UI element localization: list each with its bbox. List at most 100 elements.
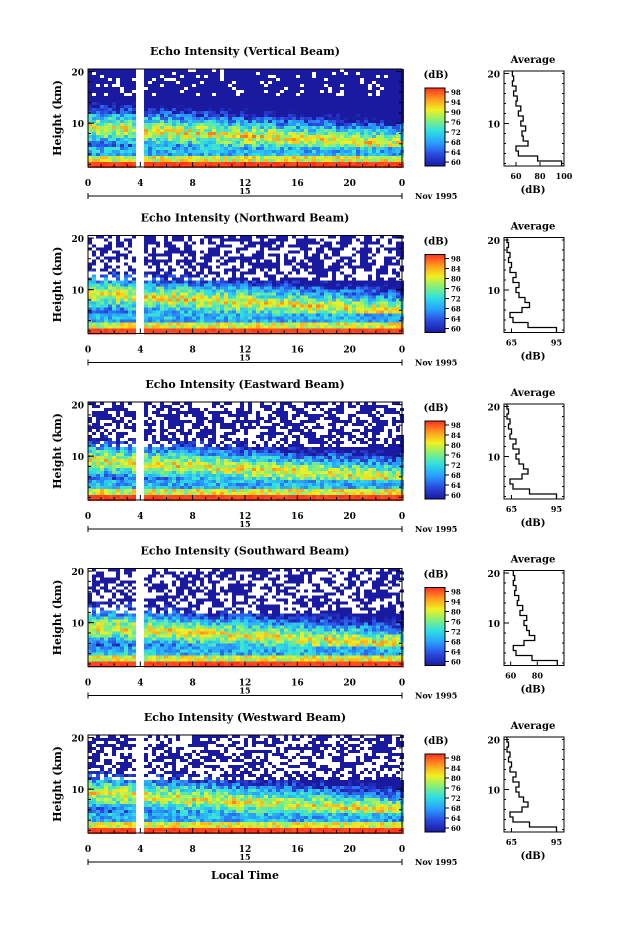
- heatmap-cell: [280, 280, 284, 284]
- heatmap-cell: [124, 238, 128, 242]
- heatmap-cell: [208, 256, 212, 260]
- heatmap-cell: [216, 307, 220, 311]
- heatmap-cell: [276, 295, 280, 299]
- heatmap-cell: [360, 117, 364, 120]
- heatmap-cell: [180, 298, 184, 302]
- heatmap-cell: [148, 96, 152, 99]
- heatmap-cell: [112, 408, 116, 411]
- heatmap-cell: [316, 87, 320, 90]
- heatmap-cell: [224, 408, 228, 411]
- heatmap-cell: [388, 99, 392, 102]
- heatmap-cell: [308, 123, 312, 126]
- heatmap-cell: [392, 75, 396, 78]
- heatmap-cell: [336, 132, 340, 135]
- heatmap-cell: [188, 117, 192, 120]
- heatmap-cell: [184, 144, 188, 147]
- heatmap-cell: [204, 129, 208, 132]
- heatmap-cell: [116, 96, 120, 99]
- heatmap-cell: [168, 159, 172, 162]
- heatmap-cell: [224, 141, 228, 144]
- heatmap-cell: [96, 147, 100, 150]
- heatmap-cell: [252, 159, 256, 162]
- heatmap-cell: [300, 159, 304, 162]
- heatmap-cell: [284, 301, 288, 305]
- heatmap-cell: [284, 96, 288, 99]
- heatmap-cell: [164, 298, 168, 302]
- heatmap-cell: [380, 93, 384, 96]
- heatmap-cell: [232, 235, 236, 239]
- heatmap-cell: [216, 247, 220, 251]
- heatmap-cell: [280, 156, 284, 159]
- heatmap-cell: [364, 328, 368, 332]
- heatmap-cell: [380, 105, 384, 108]
- heatmap-cell: [280, 135, 284, 138]
- heatmap-cell: [244, 78, 248, 81]
- heatmap-cell: [180, 286, 184, 290]
- heatmap-cell: [256, 298, 260, 302]
- heatmap-cell: [184, 141, 188, 144]
- heatmap-cell: [172, 235, 176, 239]
- heatmap-cell: [176, 147, 180, 150]
- heatmap-cell: [160, 93, 164, 96]
- heatmap-cell: [264, 304, 268, 308]
- heatmap-cell: [292, 93, 296, 96]
- heatmap-cell: [196, 292, 200, 296]
- heatmap-cell: [220, 405, 224, 408]
- heatmap-cell: [300, 93, 304, 96]
- heatmap-cell: [120, 135, 124, 138]
- heatmap-cell: [340, 322, 344, 326]
- heatmap-cell: [108, 90, 112, 93]
- heatmap-cell: [288, 81, 292, 84]
- heatmap-cell: [208, 102, 212, 105]
- heatmap-cell: [300, 138, 304, 141]
- heatmap-cell: [284, 307, 288, 311]
- heatmap-cell: [156, 411, 160, 414]
- heatmap-cell: [328, 256, 332, 260]
- heatmap-cell: [396, 99, 400, 102]
- heatmap-cell: [300, 408, 304, 411]
- heatmap-cell: [368, 405, 372, 408]
- heatmap-cell: [372, 262, 376, 266]
- heatmap-cell: [188, 135, 192, 138]
- heatmap-cell: [204, 316, 208, 320]
- heatmap-cell: [228, 316, 232, 320]
- heatmap-cell: [336, 265, 340, 269]
- heatmap-cell: [240, 111, 244, 114]
- heatmap-cell: [236, 132, 240, 135]
- heatmap-cell: [100, 414, 104, 417]
- heatmap-cell: [116, 313, 120, 317]
- heatmap-cell: [176, 414, 180, 417]
- heatmap-cell: [228, 322, 232, 326]
- heatmap-cell: [396, 295, 400, 299]
- heatmap-cell: [296, 78, 300, 81]
- heatmap-cell: [144, 328, 148, 332]
- heatmap-cell: [372, 87, 376, 90]
- heatmap-cell: [360, 328, 364, 332]
- heatmap-cell: [128, 129, 132, 132]
- heatmap-cell: [160, 162, 164, 165]
- heatmap-cell: [296, 325, 300, 329]
- heatmap-cell: [148, 90, 152, 93]
- heatmap-cell: [340, 111, 344, 114]
- heatmap-cell: [364, 238, 368, 242]
- heatmap-cell: [324, 289, 328, 293]
- heatmap-cell: [336, 322, 340, 326]
- heatmap-cell: [216, 259, 220, 263]
- heatmap-cell: [216, 129, 220, 132]
- heatmap-cell: [384, 247, 388, 251]
- heatmap-cell: [144, 114, 148, 117]
- heatmap-cell: [376, 283, 380, 287]
- heatmap-cell: [248, 328, 252, 332]
- heatmap-cell: [332, 156, 336, 159]
- heatmap-cell: [284, 120, 288, 123]
- heatmap-cell: [240, 96, 244, 99]
- heatmap-cell: [340, 126, 344, 129]
- heatmap-cell: [300, 162, 304, 165]
- heatmap-cell: [100, 298, 104, 302]
- heatmap-cell: [180, 162, 184, 165]
- heatmap-cell: [372, 96, 376, 99]
- heatmap-cell: [108, 81, 112, 84]
- heatmap-cell: [184, 244, 188, 248]
- heatmap-cell: [364, 298, 368, 302]
- heatmap-cell: [148, 328, 152, 332]
